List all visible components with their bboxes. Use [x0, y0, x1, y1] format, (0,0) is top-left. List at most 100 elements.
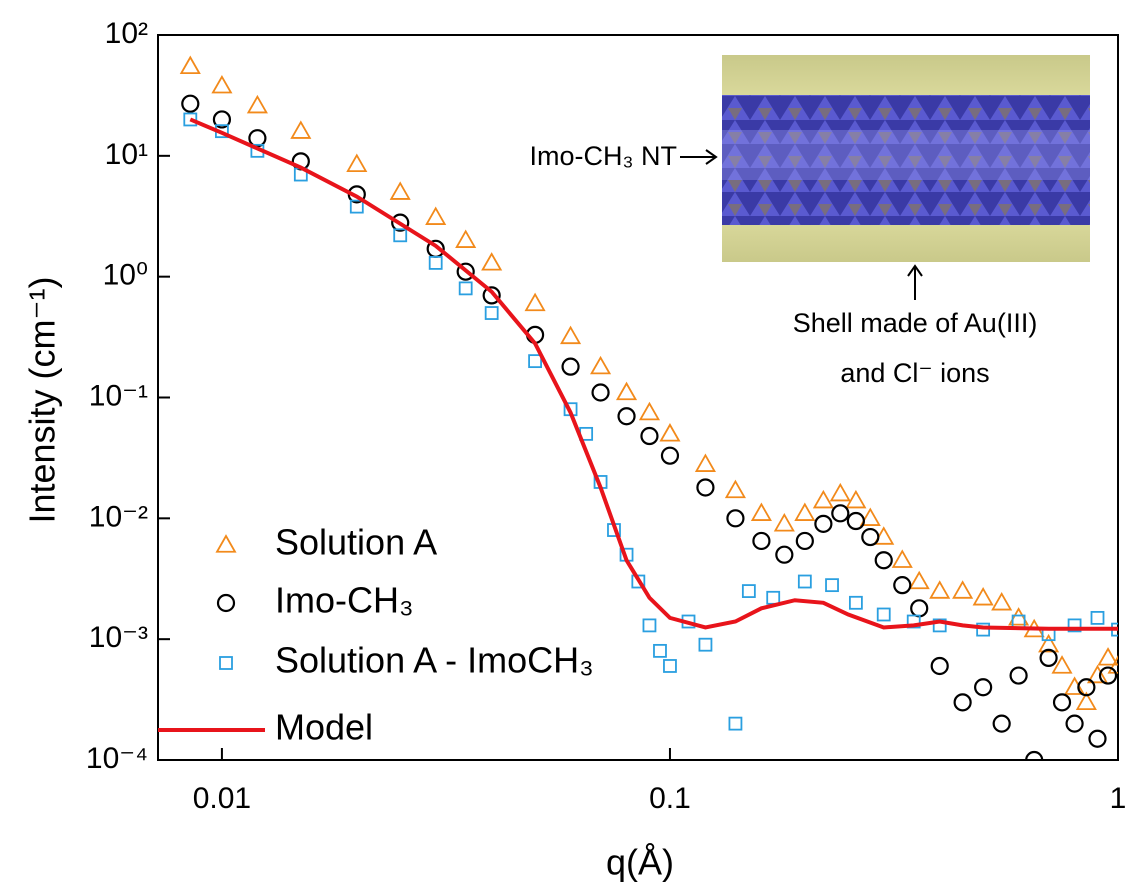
triangle-marker [246, 94, 268, 114]
circle-marker [874, 551, 893, 570]
circle-marker [861, 527, 880, 547]
circle-marker [992, 714, 1011, 733]
triangle-marker [991, 591, 1013, 611]
square-marker [728, 716, 743, 731]
circle-marker [1065, 714, 1084, 733]
circle-marker [617, 407, 636, 426]
triangle-marker [1075, 691, 1097, 710]
square-marker [876, 607, 891, 622]
circle-marker [1025, 750, 1044, 760]
circle-marker [1039, 648, 1058, 667]
model-line [189, 117, 1118, 631]
triangle-marker [908, 570, 930, 590]
square-marker [349, 199, 364, 214]
triangle-marker [290, 120, 312, 139]
square-marker [766, 590, 781, 605]
y-tick-label: 10⁻⁴ [86, 742, 148, 775]
square-marker [932, 618, 947, 633]
square-marker [848, 595, 863, 610]
circle-marker [953, 693, 972, 712]
triangle-marker [346, 153, 368, 173]
circle-marker [726, 509, 745, 528]
circle-marker [1077, 678, 1096, 697]
y-tick-label: 10⁻³ [89, 621, 148, 654]
triangle-marker [829, 482, 851, 502]
triangle-marker [455, 229, 477, 248]
y-axis-label: Intensity (cm⁻¹) [22, 276, 63, 523]
triangle-marker [891, 549, 913, 568]
triangle-marker [929, 580, 951, 599]
circle-marker [248, 129, 267, 148]
square-marker [642, 618, 657, 633]
circle-marker [893, 576, 912, 595]
triangle-marker [1008, 607, 1030, 626]
inset-image [680, 55, 1090, 300]
square-marker [1090, 610, 1105, 625]
legend-label: Imo-CH₃ [275, 580, 414, 621]
legend-swatch [219, 656, 233, 670]
plot-area [179, 55, 1118, 760]
y-tick-label: 10² [105, 17, 148, 50]
triangle-marker [615, 381, 638, 401]
square-marker [976, 622, 991, 637]
circle-marker [831, 504, 850, 523]
square-marker [797, 574, 812, 589]
annotation: and Cl⁻ ions [840, 358, 989, 388]
circle-marker [775, 545, 794, 564]
circle-marker [181, 94, 200, 113]
triangle-marker [859, 507, 881, 526]
triangle-marker [794, 502, 816, 521]
triangle-marker [638, 401, 661, 421]
triangle-marker [1038, 633, 1060, 653]
square-marker [906, 614, 921, 629]
circle-marker [212, 110, 232, 129]
triangle-marker [750, 502, 772, 521]
x-axis-label: q(Å) [606, 842, 674, 883]
circle-marker [910, 599, 929, 618]
triangle-marker [812, 489, 834, 509]
square-marker [183, 112, 198, 127]
triangle-marker [773, 513, 795, 532]
triangle-marker [211, 74, 233, 94]
circle-marker [814, 514, 833, 533]
y-tick-label: 10⁰ [103, 259, 148, 292]
square-marker [741, 584, 756, 598]
square-marker [484, 306, 499, 320]
circle-marker [456, 262, 475, 281]
triangle-marker [560, 325, 582, 345]
circle-marker [1009, 666, 1028, 685]
triangle-marker [590, 355, 612, 375]
legend-label: Solution A [275, 522, 437, 563]
legend-label: Solution A - ImoCH₃ [275, 640, 594, 681]
triangle-marker [179, 55, 201, 75]
circle-marker [696, 478, 715, 497]
annotation: Shell made of Au(III) [793, 308, 1038, 338]
triangle-marker [389, 181, 411, 200]
circle-marker [846, 511, 865, 531]
legend-label: Model [275, 707, 373, 748]
y-tick-label: 10⁻¹ [89, 379, 148, 412]
circle-marker [930, 656, 949, 676]
square-marker [663, 659, 677, 673]
square-marker [393, 228, 408, 243]
circle-marker [795, 531, 814, 551]
y-tick-label: 10¹ [105, 138, 148, 171]
circle-marker [752, 531, 771, 551]
triangle-marker [1086, 664, 1109, 684]
annotation: Imo-CH₃ NT [530, 141, 678, 171]
square-marker [825, 578, 839, 593]
triangle-marker [724, 479, 746, 499]
square-marker [528, 354, 542, 369]
triangle-marker [425, 206, 447, 225]
circle-marker [1098, 666, 1118, 685]
x-tick-label: 0.1 [649, 782, 691, 815]
circle-marker [391, 213, 410, 232]
circle-marker [482, 286, 501, 305]
legend-swatch [215, 534, 237, 553]
square-marker [428, 255, 443, 270]
triangle-marker [694, 453, 716, 472]
circle-marker [974, 678, 993, 697]
circle-marker [591, 383, 610, 402]
x-tick-label: 0.01 [193, 782, 251, 815]
